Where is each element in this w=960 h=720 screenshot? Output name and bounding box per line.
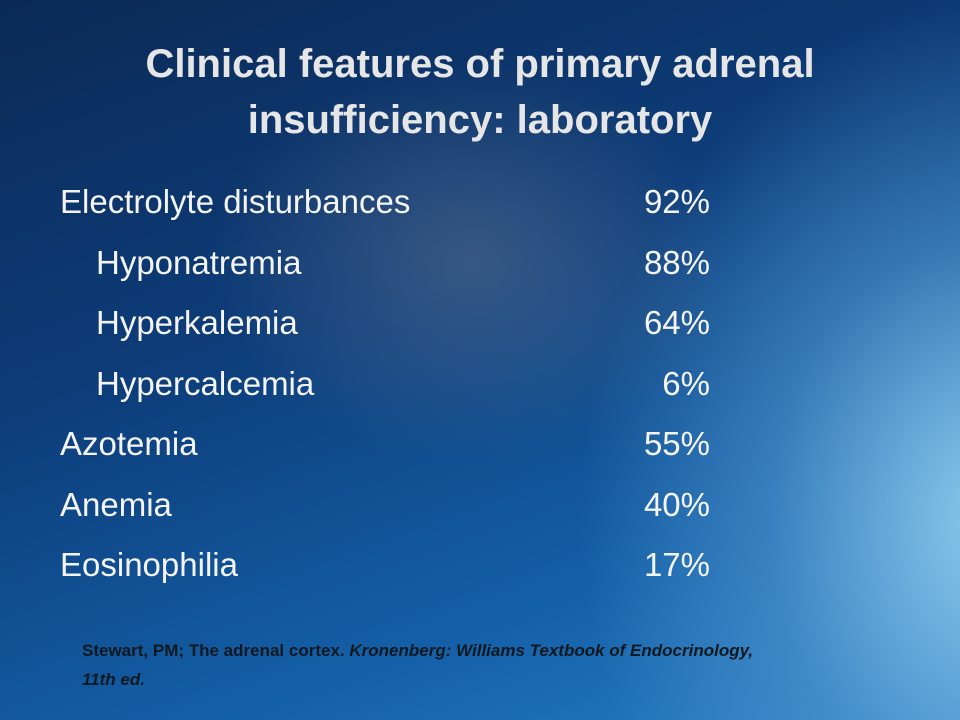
subitem-label: Hyponatremia	[96, 243, 302, 281]
item-label: Anemia	[60, 485, 172, 523]
item-label: Electrolyte disturbances	[60, 183, 411, 220]
item-value: 92%	[643, 183, 710, 220]
item-label: Eosinophilia	[60, 546, 238, 583]
item-value: 17%	[643, 546, 710, 583]
citation-book: Kronenberg: Williams Textbook of Endocri…	[82, 641, 754, 689]
item-label: Azotemia	[60, 425, 198, 462]
subitem-value: 88%	[643, 243, 710, 281]
item-value: 40%	[643, 485, 710, 523]
subitem-label: Hypercalcemia	[96, 364, 315, 402]
subitem-value: 64%	[643, 304, 710, 341]
slide-title: Clinical features of primary adrenal ins…	[145, 42, 815, 142]
item-value: 55%	[643, 425, 710, 462]
subitem-value: 6%	[662, 364, 710, 402]
citation-source: Stewart, PM; The adrenal cortex.	[82, 641, 345, 660]
subitem-label: Hyperkalemia	[96, 304, 298, 341]
citation: Stewart, PM; The adrenal cortex. Kronenb…	[82, 636, 772, 694]
